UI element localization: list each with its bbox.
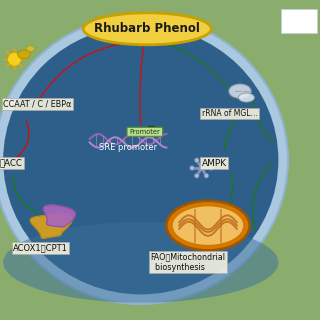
FancyArrowPatch shape — [224, 121, 235, 150]
Circle shape — [195, 173, 199, 178]
Text: Rhubarb Phenol: Rhubarb Phenol — [94, 22, 200, 35]
FancyArrowPatch shape — [226, 172, 233, 214]
Ellipse shape — [238, 93, 254, 102]
Text: FAO、Mitochondrial
  biosynthesis: FAO、Mitochondrial biosynthesis — [150, 253, 225, 272]
Text: AMPK: AMPK — [202, 159, 227, 168]
Circle shape — [190, 166, 194, 170]
FancyArrowPatch shape — [252, 163, 272, 231]
Ellipse shape — [27, 46, 35, 52]
Text: 、ACC: 、ACC — [0, 159, 23, 168]
FancyArrowPatch shape — [163, 43, 235, 99]
FancyArrowPatch shape — [37, 42, 132, 102]
FancyArrowPatch shape — [16, 121, 29, 158]
Ellipse shape — [18, 50, 30, 59]
FancyArrowPatch shape — [253, 100, 273, 142]
Polygon shape — [44, 205, 76, 227]
FancyBboxPatch shape — [281, 9, 317, 33]
Circle shape — [209, 166, 213, 170]
Text: SRE promoter: SRE promoter — [99, 143, 157, 152]
Ellipse shape — [166, 201, 250, 251]
Text: ACOX1、CPT1: ACOX1、CPT1 — [13, 244, 68, 252]
Ellipse shape — [173, 206, 243, 245]
Ellipse shape — [83, 13, 211, 45]
Ellipse shape — [0, 16, 288, 304]
Circle shape — [195, 158, 199, 163]
Ellipse shape — [229, 84, 251, 99]
Circle shape — [204, 158, 209, 163]
Text: CCAAT / C / EBPα: CCAAT / C / EBPα — [3, 100, 72, 108]
FancyArrowPatch shape — [140, 44, 144, 124]
FancyArrowPatch shape — [13, 176, 38, 213]
Text: rRNA of MGL…: rRNA of MGL… — [202, 109, 258, 118]
Polygon shape — [30, 213, 72, 238]
Circle shape — [204, 173, 209, 178]
Text: Promoter: Promoter — [129, 129, 160, 135]
Circle shape — [7, 52, 21, 66]
Ellipse shape — [3, 222, 278, 303]
Ellipse shape — [3, 26, 278, 294]
FancyBboxPatch shape — [127, 127, 163, 136]
